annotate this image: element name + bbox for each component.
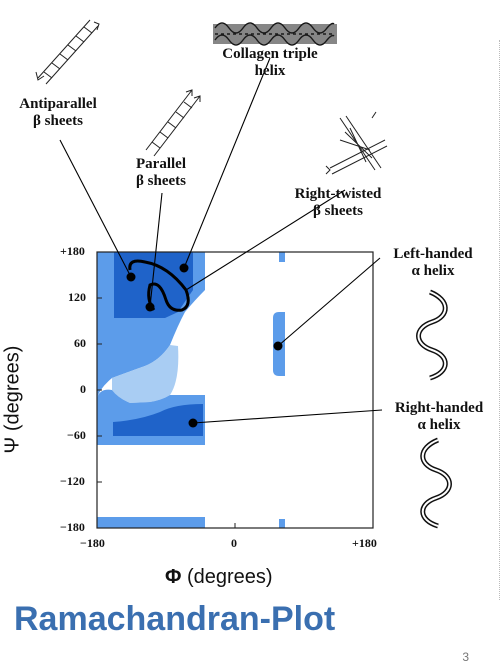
right-twisted-loop [128, 259, 190, 312]
ladder-antiparallel-icon [35, 19, 100, 85]
y-tick-label: −60 [67, 428, 86, 442]
label-right-twisted-line2: β sheets [313, 203, 363, 220]
bottom-strip-region [97, 517, 205, 528]
x-axis-symbol: Φ [165, 566, 182, 588]
label-right-twisted-line1: Right-twisted [294, 186, 382, 202]
twisted-sheet-icon [325, 111, 388, 175]
y-axis-unit: (degrees) [1, 345, 24, 432]
ladder-parallel-icon [145, 89, 201, 157]
label-left-handed: Left-handed α helix [378, 246, 488, 281]
label-right-handed: Right-handed α helix [378, 400, 500, 435]
label-antiparallel: Antiparallel β sheets [0, 96, 116, 131]
y-axis-title: Ψ (degrees) [2, 325, 25, 475]
label-left-handed-line1: Left-handed [393, 246, 473, 262]
right-helix-icon [420, 437, 452, 529]
label-antiparallel-line1: Antiparallel [19, 96, 97, 112]
label-right-twisted: Right-twisted β sheets [278, 186, 398, 221]
left-helix-icon [416, 289, 448, 381]
y-tick-label: −120 [60, 474, 85, 488]
y-tick-label: +180 [60, 244, 85, 258]
bridge-region-light [112, 345, 179, 403]
y-tick-label: 0 [80, 382, 86, 396]
label-parallel-line2: β sheets [136, 173, 186, 190]
top-right-strip [279, 252, 285, 262]
collagen-helix-icon [213, 22, 337, 46]
axis-ticks [97, 251, 374, 529]
slide-title: Ramachandran-Plot [14, 600, 336, 638]
x-axis-unit: (degrees) [186, 566, 273, 588]
label-parallel: Parallel β sheets [118, 156, 204, 191]
label-right-handed-line2: α helix [417, 417, 461, 434]
label-collagen: Collagen triple helix [205, 46, 335, 81]
label-collagen-line2: helix [254, 63, 286, 80]
label-left-handed-line2: α helix [411, 263, 455, 280]
y-tick-label: 60 [74, 336, 86, 350]
x-axis-title: Φ (degrees) [165, 566, 273, 589]
label-parallel-line1: Parallel [136, 156, 186, 172]
y-tick-label: 120 [68, 290, 86, 304]
y-axis-symbol: Ψ [1, 436, 24, 454]
bottom-right-strip [279, 519, 285, 528]
x-tick-label: +180 [352, 536, 377, 550]
page-number: 3 [462, 650, 469, 664]
label-antiparallel-line2: β sheets [33, 113, 83, 130]
x-tick-label: −180 [80, 536, 105, 550]
label-collagen-line1: Collagen triple [222, 46, 318, 62]
margin-divider [499, 40, 500, 600]
y-tick-label: −180 [60, 520, 85, 534]
leader-lines [59, 57, 383, 424]
label-right-handed-line1: Right-handed [394, 400, 484, 416]
x-tick-label: 0 [231, 536, 237, 550]
alpha-region-core [113, 404, 203, 436]
